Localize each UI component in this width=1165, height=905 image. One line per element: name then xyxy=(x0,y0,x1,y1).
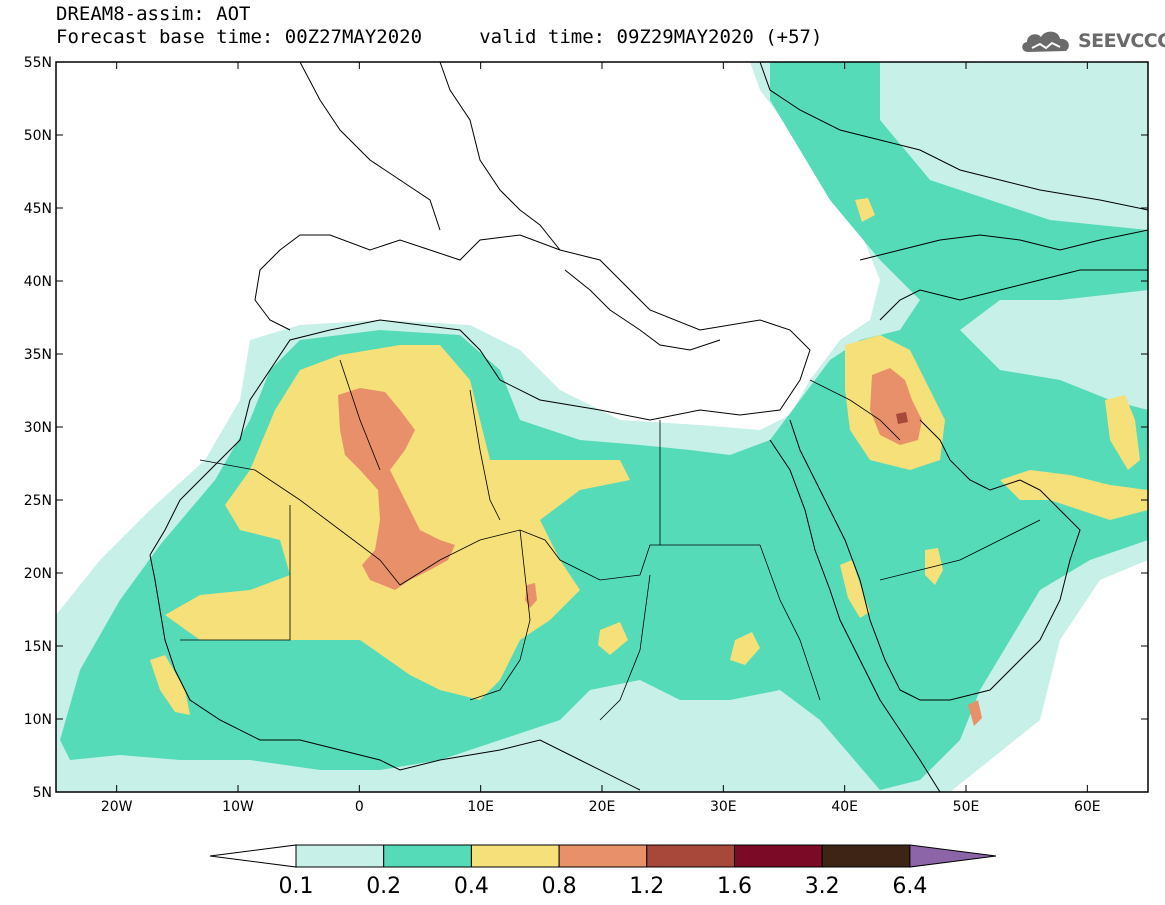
longitude-ticks: 20W 10W 0 10E 20E 30E 40E 50E 60E xyxy=(101,62,1101,815)
colorbar-left-arrow xyxy=(209,844,297,868)
colorbar-label: 6.4 xyxy=(892,874,927,899)
lat-tick-label: 40N xyxy=(24,274,52,290)
lat-tick-label: 35N xyxy=(24,347,52,363)
coastlines xyxy=(149,62,1148,792)
brand-name: SEEVCCC xyxy=(1078,30,1165,52)
lat-tick-label: 55N xyxy=(24,55,52,71)
colorbar-swatch xyxy=(821,844,911,868)
lat-tick-label: 15N xyxy=(24,639,52,655)
aot-contour-1.2 xyxy=(896,412,908,424)
colorbar-swatch xyxy=(734,844,823,868)
colorbar-swatch xyxy=(383,844,472,868)
map-title: DREAM8-assim: AOT xyxy=(56,3,251,25)
colorbar-label: 0.2 xyxy=(366,874,401,899)
aot-contour-0.4-senegal xyxy=(150,655,190,715)
aot-contour-0.4-east xyxy=(1105,395,1140,470)
colorbar: 0.1 0.2 0.4 0.8 1.2 1.6 3.2 6.4 xyxy=(209,844,997,899)
forecast-time-line: Forecast base time: 00Z27MAY2020 valid t… xyxy=(56,26,823,48)
lat-tick-label: 5N xyxy=(33,785,52,801)
colorbar-swatch xyxy=(470,844,560,868)
colorbar-label: 0.4 xyxy=(454,874,489,899)
colorbar-label: 1.6 xyxy=(717,874,752,899)
colorbar-swatch xyxy=(646,844,735,868)
lon-tick-label: 40E xyxy=(831,799,858,815)
lat-tick-label: 25N xyxy=(24,493,52,509)
aot-contour-0.4-blob3 xyxy=(598,622,628,655)
colorbar-label: 0.8 xyxy=(542,874,577,899)
lat-tick-label: 50N xyxy=(24,128,52,144)
aot-contour-0.8-arabia xyxy=(870,368,922,445)
lon-tick-label: 0 xyxy=(355,799,364,815)
colorbar-label: 1.2 xyxy=(629,874,664,899)
cloud-logo-icon xyxy=(1022,31,1069,52)
aot-field xyxy=(56,62,1148,792)
latitude-ticks: 55N 50N 45N 40N 35N 30N 25N 20N 15N 10N 5N xyxy=(24,55,1148,801)
aot-contour-0.4-blob2 xyxy=(730,632,760,665)
lat-tick-label: 10N xyxy=(24,712,52,728)
lon-tick-label: 50E xyxy=(953,799,980,815)
colorbar-right-arrow xyxy=(909,844,997,868)
lon-tick-label: 10E xyxy=(467,799,494,815)
lon-tick-label: 20E xyxy=(589,799,616,815)
brand-logo: SEEVCCC xyxy=(1018,26,1165,56)
aot-contour-0.4-caspian xyxy=(855,198,875,222)
aot-contour-0.4-gulf xyxy=(1000,470,1148,520)
lon-tick-label: 60E xyxy=(1074,799,1101,815)
aot-contour-0.4-redsea xyxy=(840,560,870,618)
borders xyxy=(180,359,1041,721)
colorbar-swatch xyxy=(558,844,648,868)
colorbar-label: 0.1 xyxy=(279,874,314,899)
lat-tick-label: 30N xyxy=(24,420,52,436)
lat-tick-label: 20N xyxy=(24,566,52,582)
colorbar-label: 3.2 xyxy=(805,874,840,899)
colorbar-swatch xyxy=(295,844,385,868)
aot-contour-0.8-somalia xyxy=(968,700,982,726)
lat-tick-label: 45N xyxy=(24,201,52,217)
lon-tick-label: 20W xyxy=(101,799,133,815)
lon-tick-label: 10W xyxy=(222,799,254,815)
lon-tick-label: 30E xyxy=(710,799,737,815)
